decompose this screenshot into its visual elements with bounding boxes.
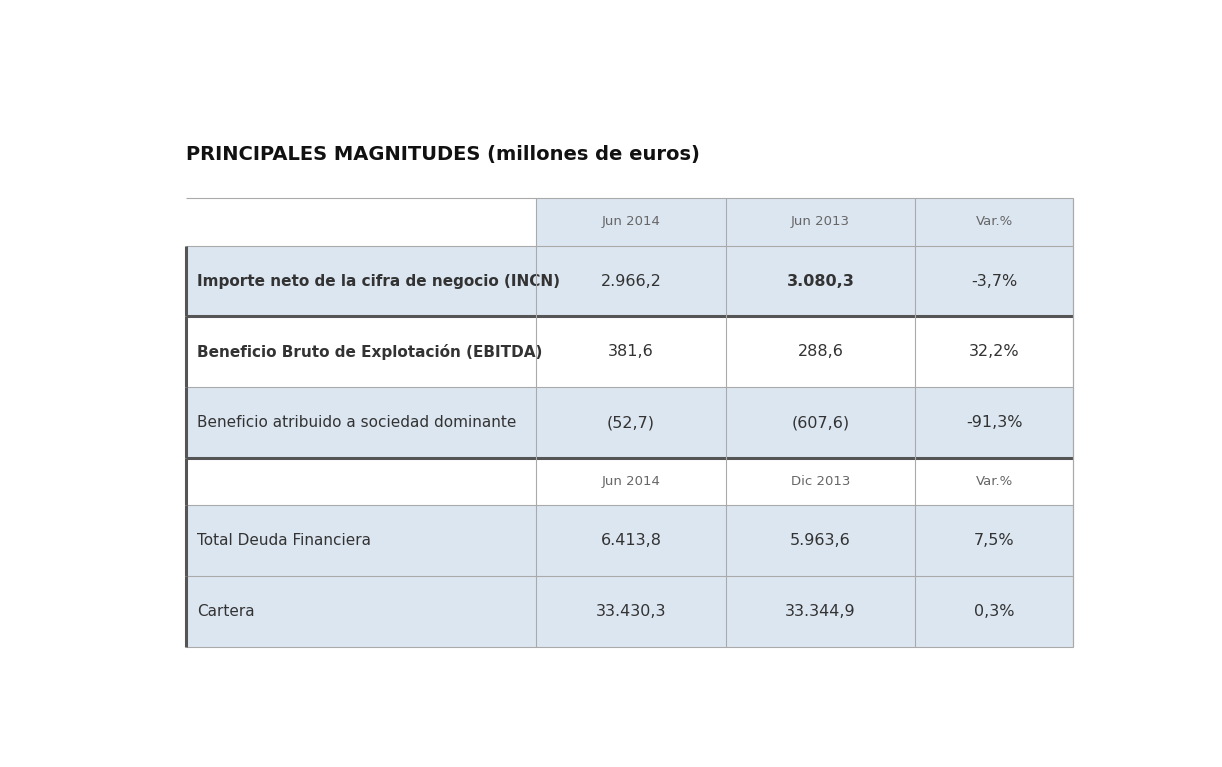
Text: (607,6): (607,6) — [792, 415, 849, 430]
Text: 6.413,8: 6.413,8 — [600, 533, 661, 548]
Bar — [186, 576, 1073, 647]
Text: Cartera: Cartera — [197, 604, 255, 619]
Text: 32,2%: 32,2% — [969, 344, 1019, 360]
Text: 381,6: 381,6 — [609, 344, 654, 360]
Bar — [186, 387, 1073, 458]
Text: Importe neto de la cifra de negocio (INCN): Importe neto de la cifra de negocio (INC… — [197, 274, 560, 288]
Bar — [536, 199, 1073, 245]
Text: 33.344,9: 33.344,9 — [785, 604, 855, 619]
Text: Beneficio Bruto de Explotación (EBITDA): Beneficio Bruto de Explotación (EBITDA) — [197, 344, 543, 360]
Text: 0,3%: 0,3% — [974, 604, 1014, 619]
Text: Dic 2013: Dic 2013 — [791, 476, 851, 489]
Text: Jun 2014: Jun 2014 — [601, 216, 660, 229]
Text: 5.963,6: 5.963,6 — [791, 533, 851, 548]
Text: 2.966,2: 2.966,2 — [600, 274, 661, 288]
Bar — [186, 505, 1073, 576]
Text: 288,6: 288,6 — [798, 344, 843, 360]
Text: Total Deuda Financiera: Total Deuda Financiera — [197, 533, 371, 548]
Text: Jun 2013: Jun 2013 — [791, 216, 851, 229]
Text: PRINCIPALES MAGNITUDES (millones de euros): PRINCIPALES MAGNITUDES (millones de euro… — [186, 145, 700, 164]
Text: Var.%: Var.% — [975, 216, 1013, 229]
Text: Var.%: Var.% — [975, 476, 1013, 489]
Text: Beneficio atribuido a sociedad dominante: Beneficio atribuido a sociedad dominante — [197, 415, 517, 430]
Text: Jun 2014: Jun 2014 — [601, 476, 660, 489]
Text: -91,3%: -91,3% — [965, 415, 1023, 430]
Text: (52,7): (52,7) — [607, 415, 655, 430]
Text: 3.080,3: 3.080,3 — [787, 274, 854, 288]
Bar — [186, 245, 1073, 317]
Text: 7,5%: 7,5% — [974, 533, 1014, 548]
Text: 33.430,3: 33.430,3 — [596, 604, 666, 619]
Text: -3,7%: -3,7% — [971, 274, 1018, 288]
